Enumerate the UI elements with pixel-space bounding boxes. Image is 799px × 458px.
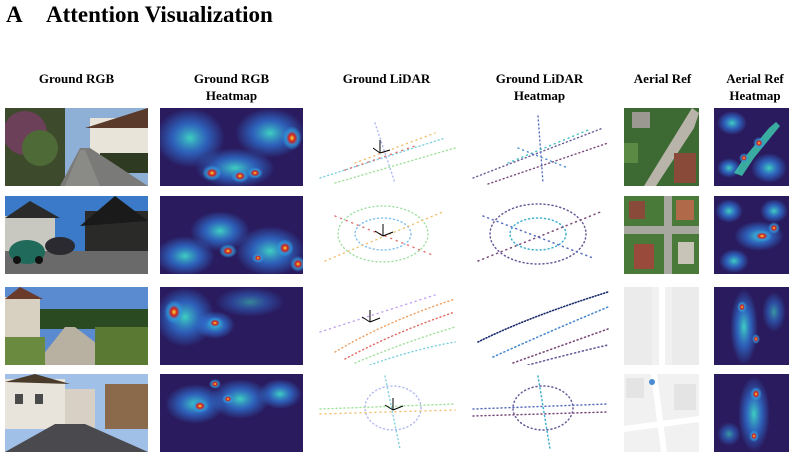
ground-lidar-heatmap	[468, 196, 611, 274]
column-header-ground-lidar: Ground LiDAR	[315, 70, 458, 87]
header-line: Heatmap	[729, 88, 781, 103]
aerial-ref-heatmap	[714, 196, 789, 274]
ground-rgb-heatmap	[160, 108, 303, 186]
ground-lidar-image	[315, 108, 458, 186]
ground-rgb-image	[5, 196, 148, 274]
ground-rgb-image	[5, 374, 148, 452]
column-header-ground-rgb-heatmap: Ground RGB Heatmap	[160, 70, 303, 104]
ground-lidar-heatmap	[468, 108, 611, 186]
aerial-ref-image	[624, 196, 699, 274]
ground-lidar-image	[315, 287, 458, 365]
column-header-aerial-ref: Aerial Ref	[615, 70, 710, 87]
panel-letter: A	[6, 2, 23, 27]
ground-rgb-heatmap	[160, 287, 303, 365]
header-line: Ground RGB	[38, 71, 115, 86]
header-line: Heatmap	[513, 88, 566, 103]
ground-lidar-heatmap	[468, 287, 611, 365]
aerial-ref-heatmap	[714, 374, 789, 452]
header-line: Ground LiDAR	[342, 71, 431, 86]
aerial-ref-image	[624, 287, 699, 365]
column-header-ground-lidar-heatmap: Ground LiDAR Heatmap	[468, 70, 611, 104]
aerial-ref-heatmap	[714, 108, 789, 186]
column-header-ground-rgb: Ground RGB	[5, 70, 148, 87]
aerial-ref-image	[624, 108, 699, 186]
ground-rgb-heatmap	[160, 196, 303, 274]
header-line: Aerial Ref	[726, 71, 784, 86]
column-header-aerial-ref-heatmap: Aerial Ref Heatmap	[710, 70, 799, 104]
header-line: Ground LiDAR	[495, 71, 584, 86]
ground-lidar-image	[315, 196, 458, 274]
aerial-ref-heatmap	[714, 287, 789, 365]
header-line: Heatmap	[205, 88, 258, 103]
ground-lidar-image	[315, 374, 458, 452]
ground-rgb-heatmap	[160, 374, 303, 452]
panel-title: Attention Visualization	[46, 2, 273, 27]
header-line: Aerial Ref	[633, 71, 692, 86]
figure-title: A Attention Visualization	[6, 2, 273, 28]
header-line: Ground RGB	[193, 71, 270, 86]
ground-rgb-image	[5, 108, 148, 186]
ground-lidar-heatmap	[468, 374, 611, 452]
aerial-ref-image	[624, 374, 699, 452]
ground-rgb-image	[5, 287, 148, 365]
